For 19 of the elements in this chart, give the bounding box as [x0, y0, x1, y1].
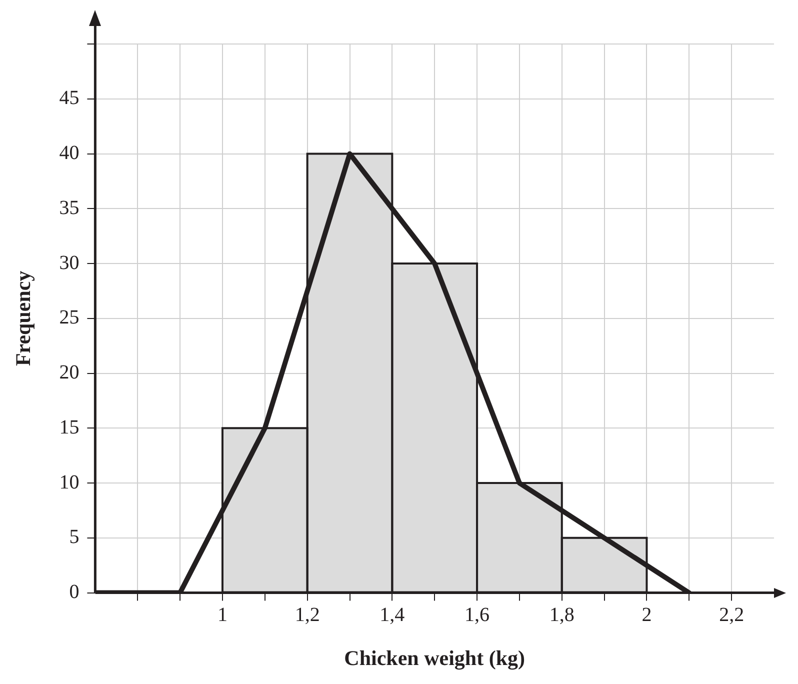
y-tick-label: 0	[69, 581, 80, 604]
y-axis-title: Frequency	[11, 270, 36, 366]
y-tick-label: 40	[59, 142, 80, 164]
y-tick-label: 30	[59, 252, 80, 274]
x-axis-title: Chicken weight (kg)	[344, 646, 526, 670]
x-tick-label: 2,2	[719, 604, 744, 626]
y-tick-label: 25	[59, 306, 80, 329]
x-tick-label: 1,6	[464, 604, 490, 626]
y-tick-label: 45	[59, 87, 80, 110]
y-tick-label: 35	[59, 196, 80, 219]
y-tick-label: 10	[59, 471, 80, 494]
x-tick-label: 2	[642, 604, 652, 626]
x-tick-label: 1,4	[380, 604, 405, 626]
y-tick-label: 20	[59, 362, 80, 384]
y-tick-label: 15	[59, 416, 80, 438]
x-tick-label: 1,2	[294, 604, 320, 626]
y-tick-label: 5	[69, 526, 80, 548]
x-tick-label: 1	[217, 604, 228, 626]
x-tick-label: 1,8	[549, 604, 574, 626]
